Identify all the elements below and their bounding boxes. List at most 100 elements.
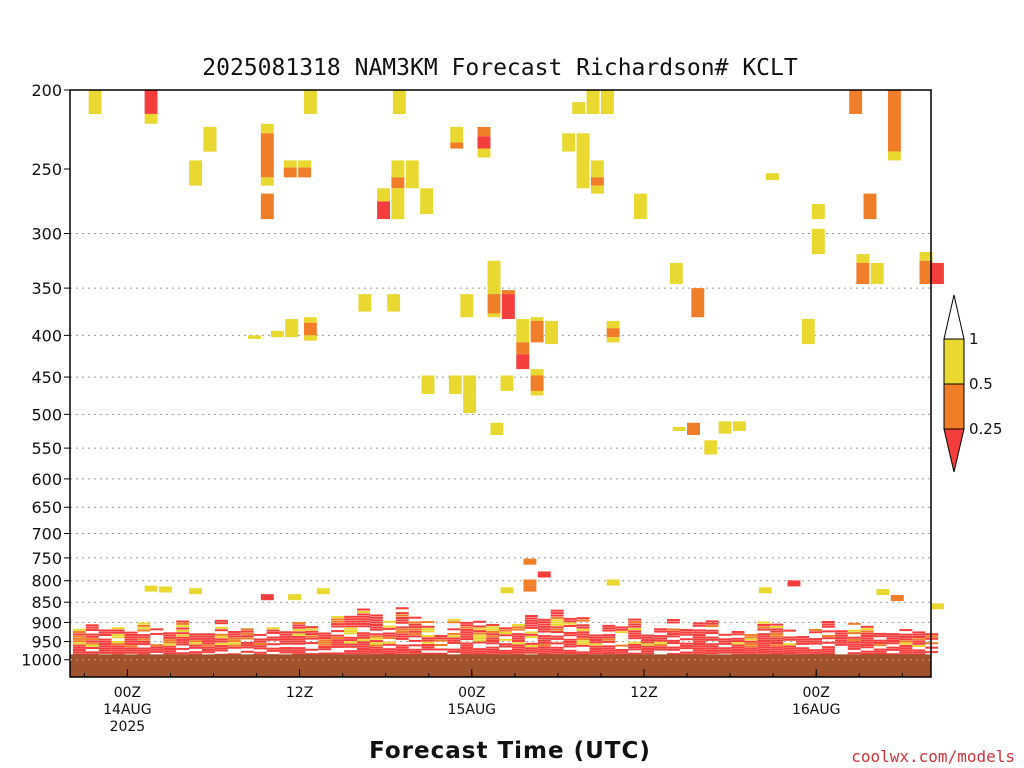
bl-cell — [731, 648, 745, 651]
bl-cell — [421, 648, 435, 651]
bl-cell — [266, 647, 280, 650]
bl-cell — [912, 649, 926, 652]
bl-cell — [654, 628, 667, 631]
bl-cell — [369, 621, 383, 624]
bl-cell — [886, 637, 900, 640]
bl-cell — [331, 636, 345, 639]
bl-cell — [550, 619, 564, 622]
bl-cell — [757, 635, 771, 638]
cell-29 — [576, 133, 590, 152]
cell-70 — [530, 390, 544, 396]
bl-cell — [847, 638, 861, 641]
bl-cell — [124, 647, 138, 650]
bl-cell — [796, 636, 810, 639]
bl-cell — [189, 640, 203, 643]
bl-cell — [460, 646, 474, 649]
bl-cell — [369, 651, 383, 654]
bl-cell — [163, 645, 177, 648]
bl-cell — [550, 642, 564, 645]
ground-below-surface — [70, 654, 931, 677]
bl-cell — [692, 649, 706, 652]
colorbar-legend: 1 0.5 0.25 — [943, 294, 1002, 473]
bl-cell — [318, 645, 332, 648]
bl-cell — [692, 636, 706, 639]
cell-57 — [487, 260, 501, 295]
bl-cell — [576, 638, 590, 641]
bl-cell — [253, 633, 267, 636]
bl-cell — [72, 635, 86, 638]
bl-cell — [641, 641, 655, 644]
plot-frame — [69, 89, 932, 678]
bl-cell — [189, 653, 203, 656]
bl-cell — [770, 630, 784, 633]
bl-cell — [589, 639, 603, 642]
cell-63 — [516, 342, 530, 355]
bl-cell — [744, 634, 758, 637]
bl-cell — [305, 637, 319, 640]
bl-cell — [783, 652, 797, 655]
ytick-label-850: 850 — [31, 593, 62, 612]
low-cell-12 — [787, 580, 801, 587]
bl-cell — [847, 652, 861, 655]
bl-cell — [292, 635, 306, 638]
bl-cell — [473, 636, 487, 639]
bl-cell — [369, 614, 383, 617]
bl-cell — [137, 622, 151, 625]
bl-cell — [98, 647, 112, 650]
bl-cell — [72, 633, 86, 636]
bl-cell — [537, 618, 551, 621]
bl-cell — [202, 648, 215, 651]
xtick-label-0-0: 00Z — [114, 685, 141, 701]
bl-cell — [189, 637, 203, 640]
bl-cell — [641, 652, 655, 655]
cell-73 — [303, 322, 317, 336]
bl-cell — [176, 636, 190, 639]
xtick-label-2-1: 15AUG — [448, 702, 497, 718]
bl-cell — [809, 642, 822, 645]
bl-cell — [176, 634, 190, 637]
bl-cell — [524, 619, 538, 622]
bl-cell — [111, 645, 125, 648]
bl-cell — [550, 631, 564, 634]
bl-cell — [408, 648, 422, 651]
ytick-label-550: 550 — [31, 439, 62, 458]
bl-cell — [499, 645, 512, 648]
bl-cell — [499, 629, 512, 632]
bl-cell — [473, 650, 487, 653]
bl-cell — [266, 643, 280, 646]
bl-cell — [692, 651, 706, 654]
bl-cell — [654, 646, 667, 649]
bl-cell — [537, 652, 551, 655]
bl-cell — [886, 633, 900, 636]
bl-cell — [460, 621, 474, 624]
bl-cell — [563, 643, 577, 646]
bl-cell — [240, 628, 254, 631]
low-cell-6 — [523, 558, 537, 565]
bl-cell — [227, 633, 241, 636]
bl-cell — [731, 651, 745, 654]
bl-cell — [602, 634, 616, 637]
bl-cell — [654, 630, 667, 633]
bl-cell — [770, 639, 784, 642]
cell-33 — [590, 185, 604, 194]
low-cell-8 — [523, 579, 537, 586]
bl-cell — [576, 633, 590, 636]
bl-cell — [886, 639, 900, 642]
bl-cell — [318, 634, 332, 637]
bl-cell — [357, 615, 370, 618]
bl-cell — [666, 648, 680, 651]
bl-cell — [421, 644, 435, 647]
bl-cell — [537, 623, 551, 626]
bl-cell — [395, 626, 409, 629]
bl-cell — [460, 644, 474, 647]
bl-cell — [447, 621, 461, 624]
bl-cell — [511, 651, 525, 654]
cell-78 — [606, 320, 620, 329]
bl-cell — [550, 651, 564, 654]
bl-cell — [72, 631, 86, 634]
ytick-label-950: 950 — [31, 633, 62, 652]
cell-32 — [590, 177, 604, 186]
bl-cell — [666, 642, 680, 645]
bl-cell — [434, 644, 448, 647]
bl-cell — [473, 627, 487, 630]
